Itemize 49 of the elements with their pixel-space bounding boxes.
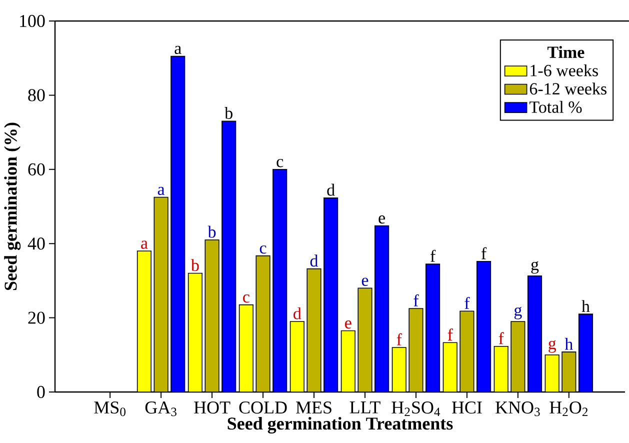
legend-title: Time [547,46,584,58]
y-axis-title: Seed germination (%) [4,122,21,290]
data-label: d [294,307,302,320]
data-label: b [190,259,199,272]
data-label: a [158,186,165,196]
data-label: b [224,107,232,119]
data-label: f [481,247,487,260]
data-label: b [208,226,216,238]
data-label: f [448,328,453,340]
data-label: g [514,306,522,320]
x-tick-label: H$_{2}$O$_{2}$ [550,402,588,416]
legend-label: 6-12 weeks [530,82,606,95]
y-tick-label: 80 [28,89,45,102]
legend-label: Total % [530,100,582,113]
x-tick-label: H$_{2}$SO$_{4}$ [392,402,440,416]
y-tick-label: 0 [37,386,45,398]
data-label: d [327,184,335,196]
x-tick-label: LLT [350,402,380,414]
data-label: f [430,250,436,262]
x-tick-label: KNO$_{3}$ [496,402,540,416]
x-tick-label: MES [296,402,332,414]
x-tick-label: MS$_{0}$ [94,402,126,416]
y-tick-label: 100 [20,14,45,28]
data-label: d [310,254,318,267]
data-label: f [414,294,419,306]
x-tick-label: HOT [194,402,230,414]
y-tick-label: 20 [28,312,45,324]
data-label: g [531,261,539,274]
data-label: c [276,159,284,168]
data-label: e [345,320,352,329]
data-label: a [174,46,182,54]
data-label: h [564,338,573,350]
data-label: f [464,296,470,309]
data-label: c [243,294,250,303]
x-axis-title: Seed germination Treatments [228,417,453,434]
data-label: f [396,333,402,346]
data-label: a [141,240,148,249]
data-label: e [378,215,385,224]
x-tick-label: HCI [452,402,482,414]
y-tick-label: 40 [28,238,45,250]
legend-label: 1-6 weeks [530,64,598,76]
x-tick-label: COLD [239,402,287,414]
data-label: g [548,340,556,353]
x-tick-label: GA$_{3}$ [145,402,176,416]
data-label: c [260,245,266,254]
data-label: f [498,332,504,344]
data-label: e [362,278,368,286]
data-label: h [582,300,590,312]
y-tick-label: 60 [28,163,45,176]
